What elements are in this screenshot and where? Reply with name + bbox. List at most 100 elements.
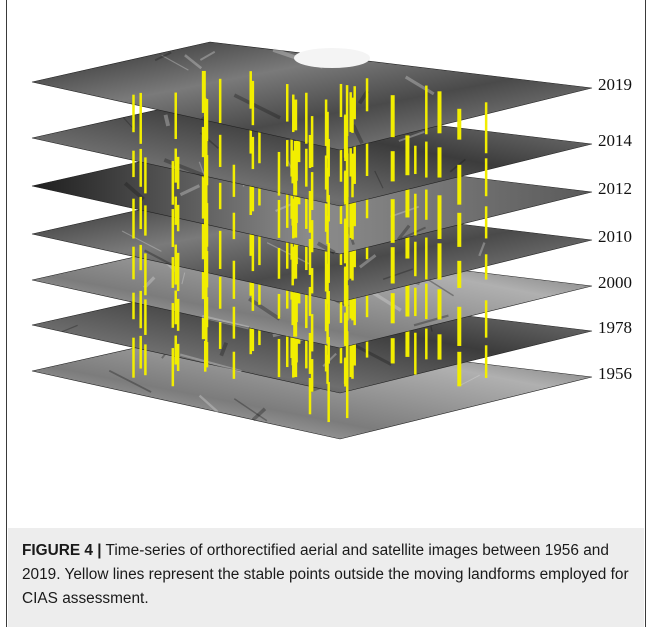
- stable-point-marker: [327, 195, 330, 222]
- terrain-texture: [198, 161, 206, 177]
- stable-point-marker: [351, 97, 354, 133]
- stable-point-marker: [390, 199, 395, 243]
- terrain-texture: [161, 54, 189, 71]
- stable-point-marker: [390, 247, 395, 284]
- terrain-texture: [163, 158, 208, 179]
- stable-point-marker: [232, 306, 236, 339]
- stable-point-marker: [351, 340, 354, 379]
- stable-point-marker: [425, 283, 428, 320]
- stable-point-marker: [327, 243, 330, 283]
- stable-point-marker: [351, 201, 354, 240]
- year-label-2010: 2010: [598, 227, 632, 246]
- stable-point-marker: [484, 254, 488, 280]
- stable-point-marker: [132, 337, 135, 378]
- stable-point-marker: [349, 290, 352, 319]
- stable-point-marker: [277, 293, 281, 319]
- stable-point-marker: [292, 337, 295, 378]
- stable-point-marker: [171, 209, 175, 247]
- terrain-texture: [233, 93, 281, 120]
- stable-point-marker: [344, 114, 347, 162]
- stable-point-marker: [277, 338, 281, 378]
- stable-point-marker: [457, 164, 462, 205]
- terrain-texture: [369, 289, 402, 312]
- terrain-texture: [396, 224, 411, 241]
- stable-point-marker: [437, 243, 442, 280]
- terrain-texture: [179, 353, 242, 373]
- stable-point-marker: [365, 78, 369, 112]
- terrain-texture: [316, 241, 336, 255]
- stable-point-marker: [484, 345, 488, 378]
- stable-point-marker: [351, 153, 354, 198]
- stable-point-marker: [277, 199, 281, 238]
- stable-point-marker: [132, 292, 135, 320]
- stable-point-marker: [292, 246, 295, 280]
- snow-patch: [294, 48, 370, 68]
- year-label-2014: 2014: [598, 131, 633, 150]
- stable-point-marker: [414, 332, 417, 375]
- figure-label: FIGURE 4 |: [22, 542, 102, 559]
- stable-point-marker: [251, 232, 255, 272]
- terrain-texture: [144, 249, 173, 266]
- stable-point-marker: [349, 92, 352, 132]
- stable-point-marker: [203, 249, 207, 292]
- terrain-texture: [154, 51, 172, 62]
- stable-point-marker: [201, 268, 206, 300]
- stable-point-marker: [310, 220, 314, 253]
- year-label-1956: 1956: [598, 364, 632, 383]
- stable-point-marker: [249, 223, 252, 256]
- stable-point-marker: [425, 85, 428, 135]
- stable-point-marker: [176, 298, 180, 331]
- stable-point-marker: [218, 321, 222, 349]
- stable-point-marker: [292, 150, 295, 177]
- stable-point-marker: [345, 285, 349, 320]
- stable-point-marker: [457, 108, 462, 140]
- terrain-texture: [382, 268, 414, 281]
- terrain-texture: [400, 226, 426, 240]
- stable-point-marker: [326, 215, 329, 245]
- terrain-texture: [478, 242, 486, 257]
- stable-point-marker: [405, 183, 410, 218]
- stable-point-marker: [171, 161, 175, 205]
- stable-point-marker: [205, 178, 208, 221]
- stable-point-marker: [324, 297, 328, 332]
- stable-point-marker: [174, 335, 177, 365]
- terrain-texture: [219, 341, 229, 357]
- stable-point-marker: [296, 122, 301, 163]
- caption-body: Time-series of orthorectified aerial and…: [22, 542, 629, 607]
- terrain-texture: [404, 75, 435, 96]
- stable-point-marker: [201, 313, 206, 340]
- stable-point-marker: [285, 140, 289, 167]
- stable-point-marker: [353, 284, 356, 326]
- stable-point-marker: [310, 268, 314, 294]
- terrain-texture: [233, 398, 268, 422]
- stable-point-marker: [201, 222, 206, 260]
- stable-point-marker: [339, 281, 343, 323]
- stable-point-marker: [326, 309, 329, 344]
- stable-point-marker: [285, 327, 289, 368]
- stable-point-marker: [405, 277, 410, 317]
- stable-point-marker: [144, 299, 147, 335]
- stable-point-marker: [414, 287, 417, 317]
- stable-point-marker: [457, 351, 462, 387]
- stable-point-marker: [285, 236, 289, 269]
- stable-point-marker: [290, 319, 293, 359]
- stable-point-marker: [437, 334, 442, 360]
- stable-point-marker: [232, 351, 236, 379]
- stable-point-marker: [293, 140, 298, 181]
- stable-point-marker: [132, 150, 135, 178]
- stable-point-marker: [305, 92, 308, 144]
- stable-point-marker: [425, 141, 428, 178]
- stable-point-marker: [484, 206, 488, 239]
- stable-point-marker: [405, 322, 410, 357]
- stable-point-marker: [324, 342, 328, 372]
- stable-point-marker: [285, 188, 289, 228]
- stable-point-marker: [365, 276, 369, 318]
- terrain-texture: [374, 170, 384, 189]
- stable-point-marker: [139, 148, 142, 187]
- stable-point-marker: [251, 278, 255, 311]
- stable-point-marker: [249, 314, 252, 355]
- stable-point-marker: [344, 170, 347, 205]
- stable-point-marker: [285, 282, 289, 309]
- stable-point-marker: [308, 332, 312, 374]
- terrain-texture: [458, 374, 480, 387]
